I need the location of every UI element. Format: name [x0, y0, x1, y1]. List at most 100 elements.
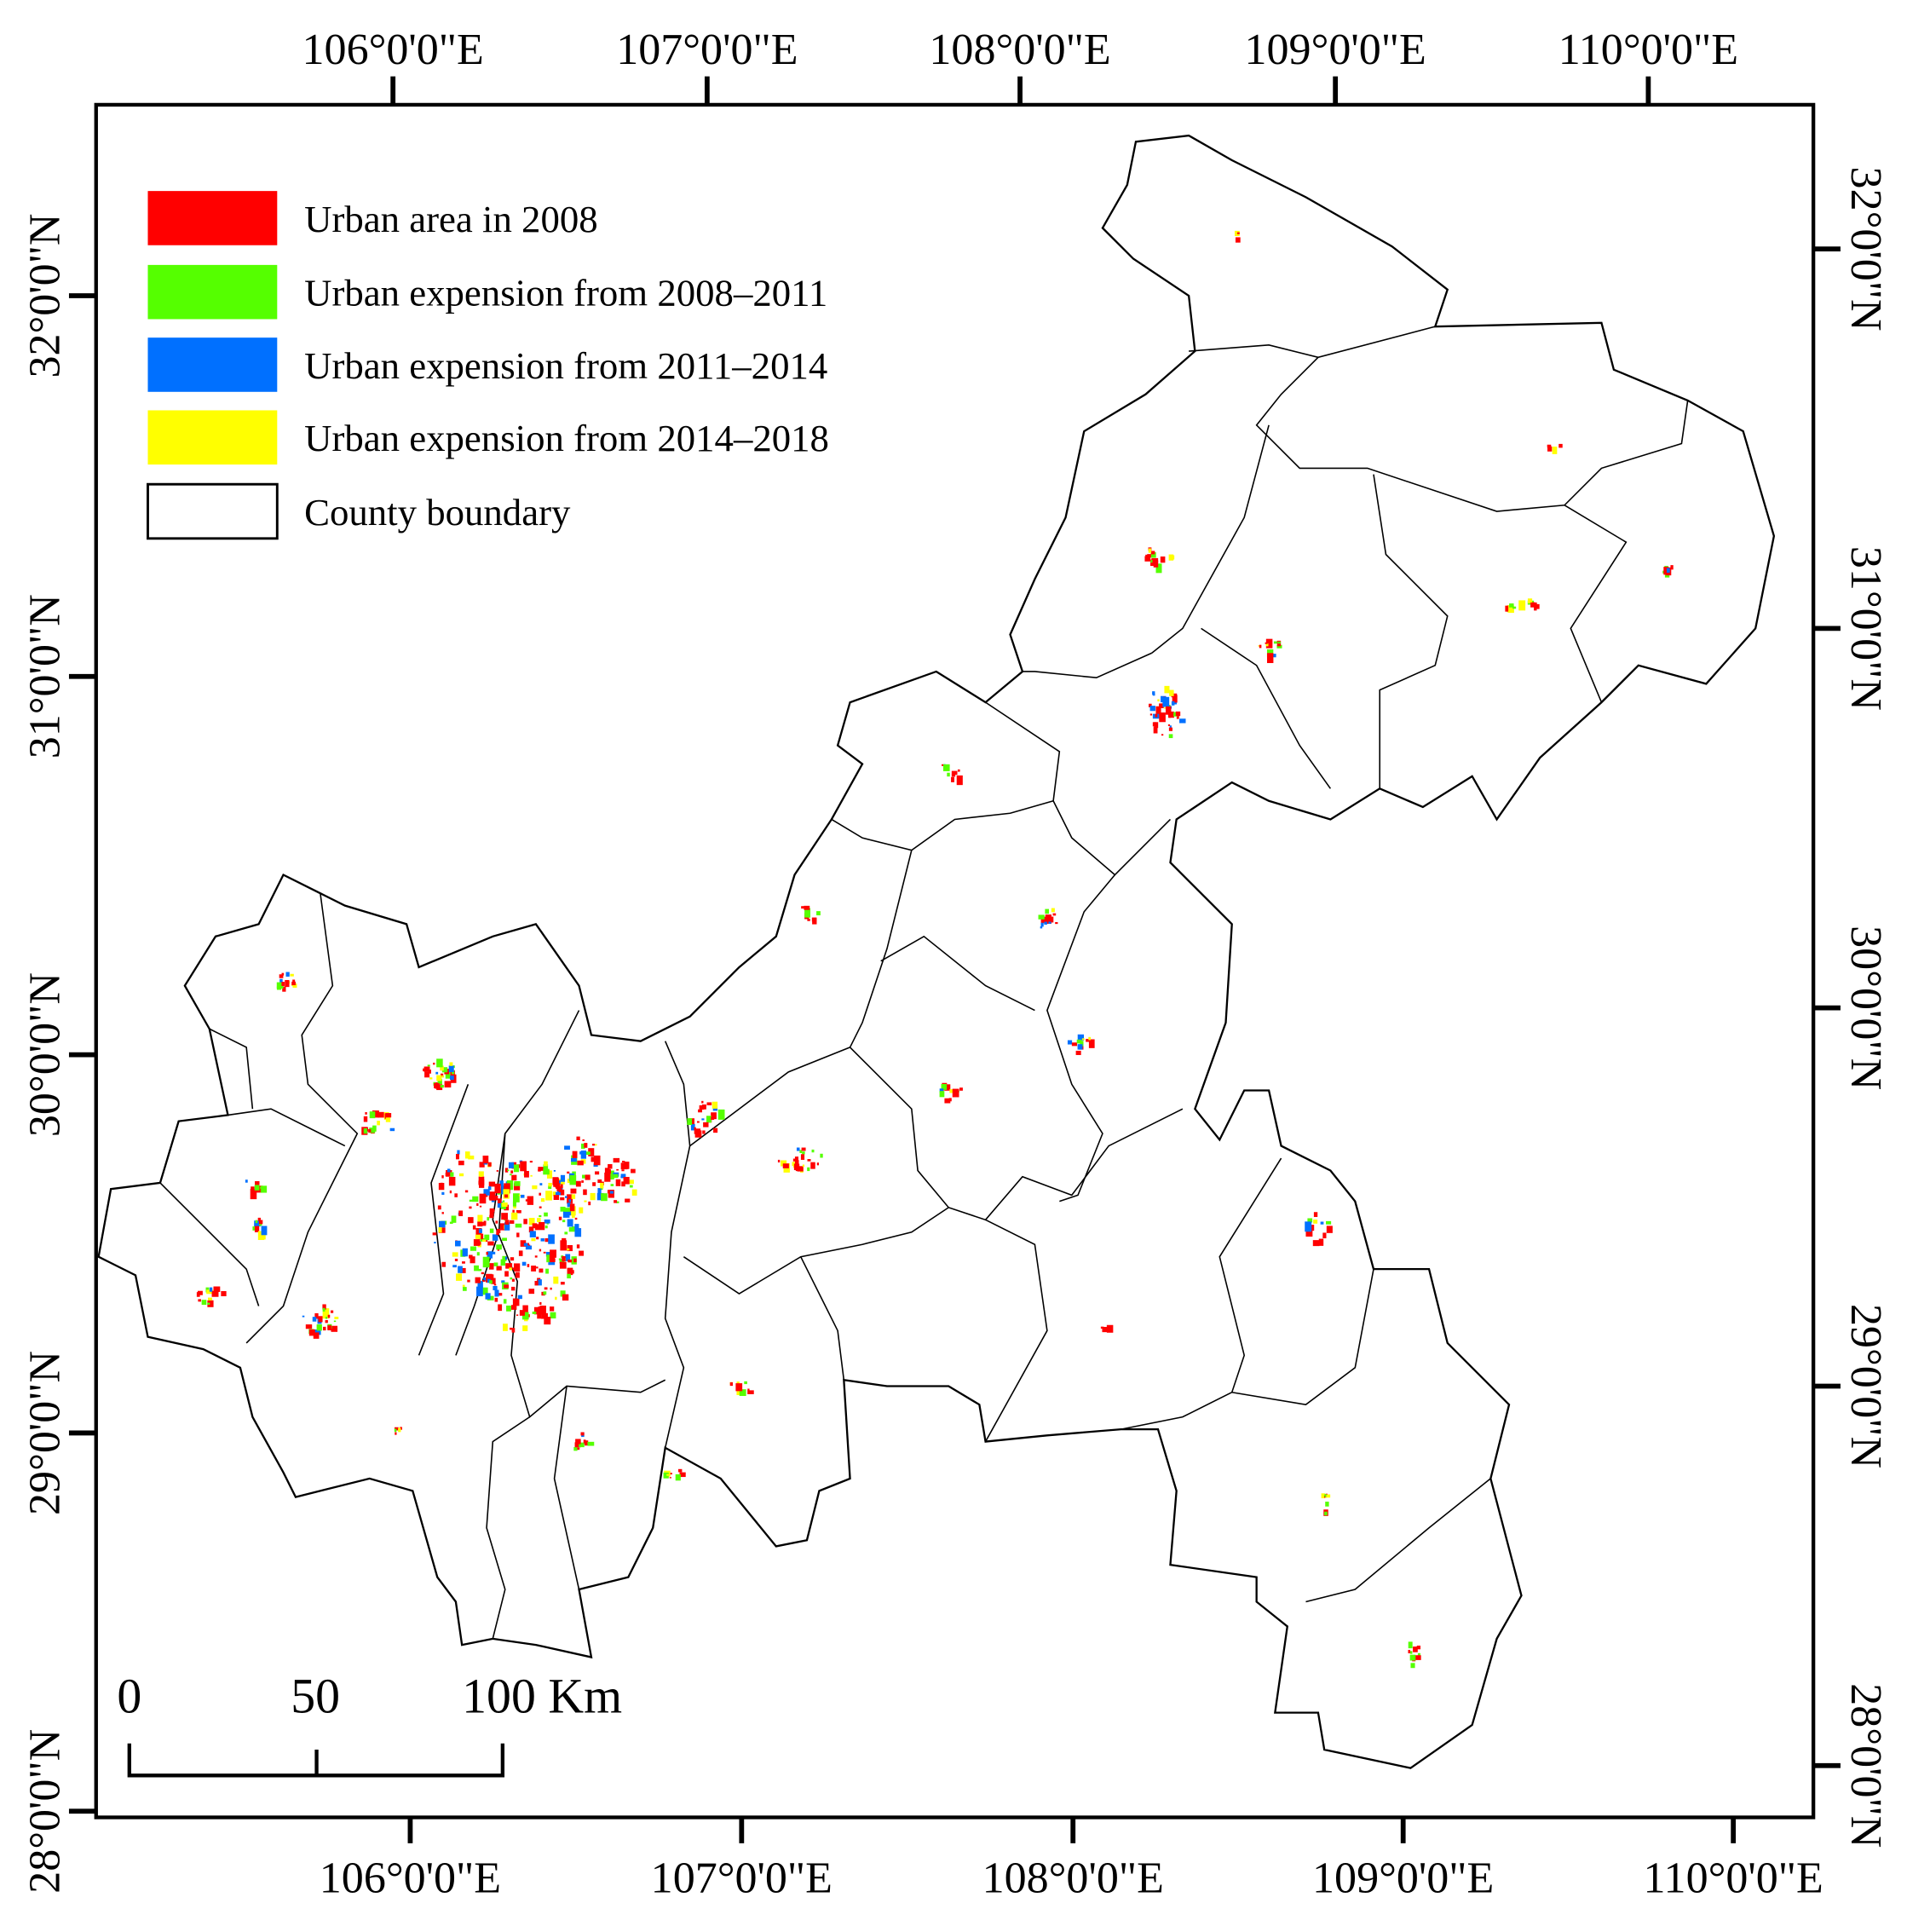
county-line: [849, 850, 913, 1048]
urban-patch: [211, 1290, 219, 1297]
urban-patch: [669, 1477, 671, 1479]
urban-patch: [1534, 607, 1537, 611]
right-latitude-label: 32°0'0"N: [1841, 167, 1890, 332]
urban-patch: [1076, 1039, 1082, 1044]
urban-patch: [201, 1300, 207, 1306]
urban-patch: [1038, 914, 1045, 920]
urban-patch: [543, 1168, 550, 1175]
urban-patch: [1417, 1652, 1420, 1657]
urban-patch: [1168, 711, 1174, 718]
urban-patch: [539, 1206, 542, 1208]
urban-patch: [942, 764, 950, 771]
urban-patch: [482, 1239, 487, 1243]
urban-patch: [261, 1226, 268, 1236]
urban-patch: [520, 1194, 525, 1198]
urban-patch: [478, 1171, 484, 1177]
urban-patch: [1236, 232, 1240, 234]
urban-patch: [1666, 568, 1670, 574]
urban-patch: [458, 1173, 464, 1177]
urban-patch: [437, 1079, 442, 1085]
urban-patch: [556, 1183, 561, 1190]
county-line: [1564, 505, 1628, 703]
urban-patch: [504, 1204, 510, 1211]
left-latitude-label: 28°0'0"N: [20, 1729, 69, 1894]
urban-patch: [441, 1261, 447, 1267]
urban-patch: [290, 973, 294, 977]
urban-patch: [1172, 695, 1178, 703]
urban-patch: [1150, 560, 1153, 563]
urban-patch: [609, 1191, 614, 1194]
legend-label: Urban expension from 2011–2014: [304, 344, 827, 387]
urban-patch: [208, 1297, 212, 1300]
bottom-longitude-label: 109°0'0"E: [1312, 1854, 1494, 1903]
urban-patch: [1040, 926, 1043, 929]
urban-patch: [538, 1306, 544, 1315]
urban-patch: [322, 1308, 330, 1319]
urban-patch: [255, 1220, 258, 1224]
urban-patch: [782, 1163, 789, 1168]
urban-patch: [325, 1317, 328, 1319]
urban-patch: [207, 1302, 210, 1305]
urban-patch: [385, 1115, 391, 1122]
urban-patch: [511, 1174, 517, 1181]
urban-patch: [796, 1147, 800, 1151]
urban-patch: [250, 1189, 257, 1200]
urban-patch: [568, 1270, 574, 1274]
urban-patch: [560, 1290, 566, 1297]
urban-patch: [1509, 603, 1514, 608]
urban-patch: [1081, 1038, 1085, 1041]
urban-patch: [560, 1282, 565, 1285]
urban-patch: [282, 986, 286, 992]
county-line: [831, 800, 1054, 851]
urban-patch: [702, 1130, 706, 1134]
urban-patch: [539, 1249, 542, 1252]
urban-patch: [1168, 734, 1173, 739]
urban-patch: [567, 1259, 573, 1263]
urban-patch: [477, 1221, 483, 1227]
urban-patch: [470, 1246, 477, 1251]
urban-patch: [285, 972, 290, 977]
urban-patch: [560, 1174, 566, 1182]
urban-patch: [279, 974, 284, 978]
urban-patch: [1159, 712, 1166, 723]
urban-patch: [663, 1472, 669, 1479]
urban-patch: [670, 1473, 672, 1475]
urban-patch: [1277, 641, 1281, 644]
urban-patch: [333, 1320, 337, 1323]
urban-patch: [437, 1205, 441, 1210]
urban-patch: [505, 1263, 513, 1269]
urban-patch: [520, 1240, 527, 1247]
urban-patch: [433, 1062, 435, 1065]
urban-patch: [529, 1231, 536, 1237]
urban-patch: [579, 1442, 585, 1448]
urban-patch: [503, 1189, 510, 1199]
urban-patch: [600, 1182, 604, 1189]
urban-patch: [579, 1207, 584, 1214]
urban-patch: [1259, 644, 1262, 649]
urban-patch: [449, 1076, 454, 1081]
urban-patch: [587, 1441, 595, 1446]
urban-patch: [576, 1244, 580, 1249]
urban-patch: [1164, 706, 1167, 709]
urban-patch: [555, 1296, 557, 1300]
urban-patch: [385, 1113, 392, 1118]
urban-patch: [254, 1185, 260, 1191]
county-boundaries: [97, 134, 1776, 1769]
urban-patch: [482, 1155, 489, 1164]
urban-patch: [706, 1102, 712, 1105]
urban-patch: [562, 1255, 566, 1262]
urban-patch: [285, 979, 290, 988]
urban-patch: [514, 1180, 521, 1186]
urban-patch: [454, 1193, 458, 1197]
urban-patch: [314, 1329, 321, 1335]
urban-patch: [949, 1089, 954, 1093]
urban-patch: [1165, 706, 1172, 715]
urban-patch: [308, 1329, 315, 1336]
urban-patch: [1055, 921, 1058, 925]
urban-patch: [744, 1381, 747, 1385]
urban-patch: [383, 1113, 386, 1116]
urban-patch: [539, 1192, 541, 1196]
right-latitude-label: 30°0'0"N: [1841, 926, 1890, 1090]
urban-patch: [1052, 913, 1057, 916]
urban-patch: [1318, 1238, 1324, 1246]
